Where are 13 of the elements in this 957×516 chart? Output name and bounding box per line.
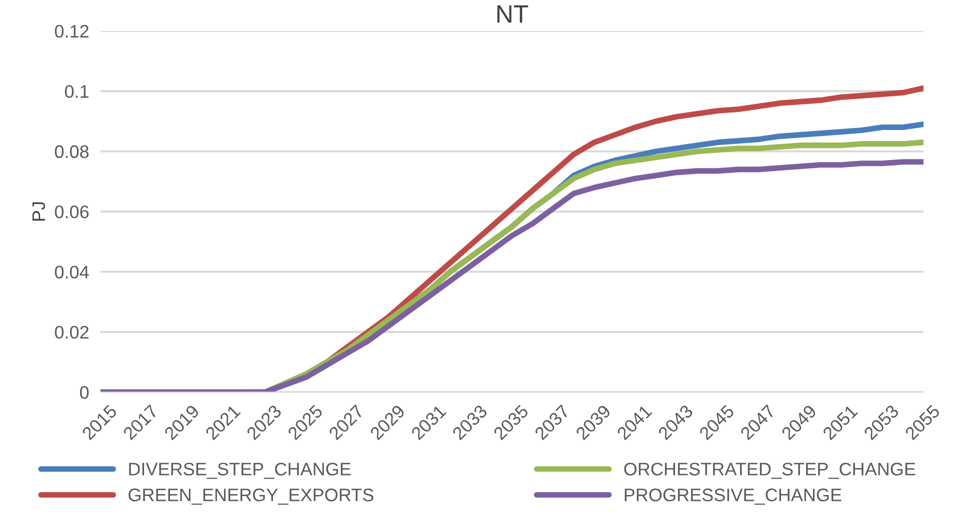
y-tick-label: 0.04: [54, 266, 89, 278]
y-tick-label: 0.02: [54, 326, 88, 339]
y-tick-label: 0: [80, 386, 89, 399]
chart-title: NT: [497, 5, 528, 23]
y-tick-label: 0.06: [54, 205, 89, 218]
y-tick-label: 0.08: [54, 145, 89, 158]
y-axis-title: PJ: [32, 202, 46, 221]
legend-label: GREEN_ENERGY_EXPORTS: [128, 488, 374, 505]
legend-label: ORCHESTRATED_STEP_CHANGE: [624, 462, 916, 479]
legend-label: DIVERSE_STEP_CHANGE: [129, 462, 351, 479]
y-tick-label: 0.1: [64, 85, 88, 98]
y-tick-label: 0.12: [54, 24, 88, 38]
legend-label: PROGRESSIVE_CHANGE: [624, 488, 842, 505]
